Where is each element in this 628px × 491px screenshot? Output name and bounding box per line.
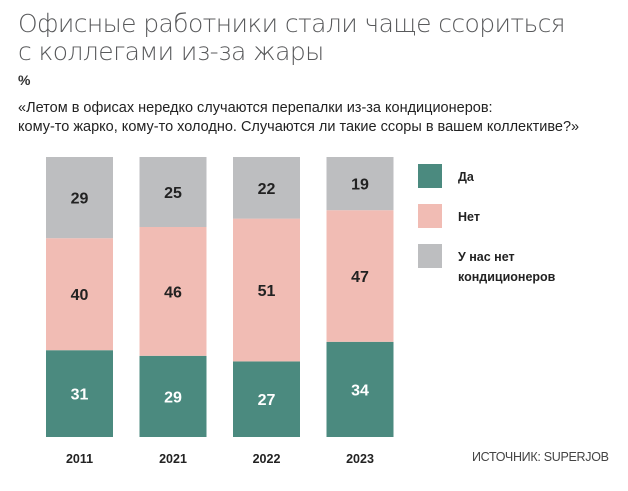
data-label-2023-3: 19: [351, 177, 369, 194]
data-label-2021-1: 29: [164, 389, 182, 406]
bar-segment-2022-2: [233, 218, 300, 362]
data-label-2011-1: 31: [71, 387, 89, 404]
legend-label-da: Да: [458, 170, 474, 184]
bar-segment-2011-3: [46, 157, 113, 239]
survey-question: «Летом в офисах нередко случаются перепа…: [18, 99, 618, 137]
data-label-2022-3: 22: [258, 181, 276, 198]
legend-swatch-da: [418, 164, 442, 188]
legend-label-no-ac: У нас нет кондиционеров: [458, 250, 556, 284]
data-label-2023-1: 34: [351, 382, 369, 399]
bar-segment-2011-1: [46, 350, 113, 437]
data-label-2021-3: 25: [164, 185, 182, 202]
unit-label: %: [18, 72, 31, 88]
legend-swatch-net: [418, 204, 442, 228]
legend-swatch-no-ac: [418, 244, 442, 268]
data-label-2011-3: 29: [71, 191, 89, 208]
chart-title: Офисные работники стали чаще ссориться с…: [18, 10, 618, 66]
legend-label-net: Нет: [458, 210, 480, 224]
bar-segment-2023-2: [326, 210, 394, 342]
bar-segment-2011-2: [46, 238, 113, 351]
bar-segment-2021-2: [139, 227, 207, 356]
source-note: ИСТОЧНИК: SUPERJOB: [472, 450, 609, 464]
bar-segment-2023-1: [326, 341, 394, 437]
data-label-2022-2: 51: [258, 283, 276, 300]
x-tick-label-2011: 2011: [66, 452, 93, 466]
x-tick-label-2021: 2021: [159, 452, 187, 466]
bar-segment-2022-3: [233, 157, 300, 219]
chart-title-line-2: с коллегами из-за жары: [18, 37, 324, 66]
data-label-2021-2: 46: [164, 284, 182, 301]
bar-segment-2023-3: [326, 157, 394, 211]
x-tick-label-2023: 2023: [346, 452, 374, 466]
data-label-2011-2: 40: [71, 287, 89, 304]
survey-question-line-2: кому-то жарко, кому-то холодно. Случаютс…: [18, 119, 580, 135]
data-label-2023-2: 47: [351, 269, 369, 286]
bar-segment-2022-1: [233, 361, 300, 437]
survey-question-line-1: «Летом в офисах нередко случаются перепа…: [18, 100, 493, 116]
chart-title-line-1: Офисные работники стали чаще ссориться: [18, 9, 566, 38]
data-label-2022-1: 27: [258, 392, 276, 409]
x-tick-label-2022: 2022: [253, 452, 281, 466]
bar-segment-2021-3: [139, 157, 207, 227]
bar-segment-2021-1: [139, 355, 207, 437]
